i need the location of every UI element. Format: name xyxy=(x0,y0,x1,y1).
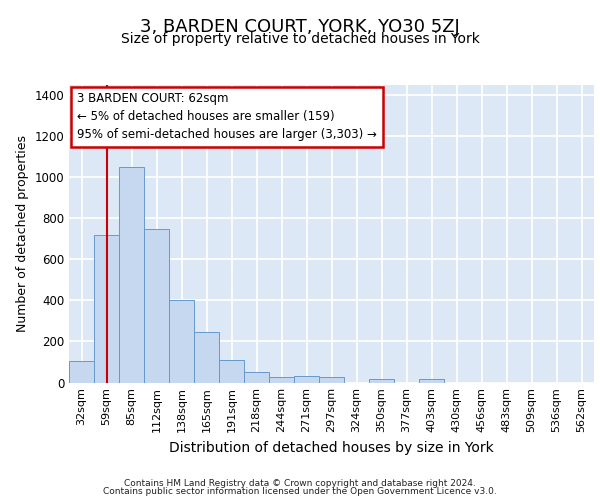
Bar xyxy=(244,372,269,382)
Bar xyxy=(194,332,219,382)
Bar xyxy=(369,380,394,382)
Bar xyxy=(219,360,244,382)
Bar xyxy=(144,228,169,382)
X-axis label: Distribution of detached houses by size in York: Distribution of detached houses by size … xyxy=(169,441,494,455)
Y-axis label: Number of detached properties: Number of detached properties xyxy=(16,135,29,332)
Text: Contains HM Land Registry data © Crown copyright and database right 2024.: Contains HM Land Registry data © Crown c… xyxy=(124,478,476,488)
Bar xyxy=(94,235,119,382)
Bar xyxy=(119,167,144,382)
Text: 3 BARDEN COURT: 62sqm
← 5% of detached houses are smaller (159)
95% of semi-deta: 3 BARDEN COURT: 62sqm ← 5% of detached h… xyxy=(77,92,377,142)
Bar xyxy=(69,361,94,382)
Text: 3, BARDEN COURT, YORK, YO30 5ZJ: 3, BARDEN COURT, YORK, YO30 5ZJ xyxy=(140,18,460,36)
Text: Size of property relative to detached houses in York: Size of property relative to detached ho… xyxy=(121,32,479,46)
Bar xyxy=(419,380,444,382)
Bar xyxy=(269,378,294,382)
Text: Contains public sector information licensed under the Open Government Licence v3: Contains public sector information licen… xyxy=(103,487,497,496)
Bar xyxy=(319,378,344,382)
Bar xyxy=(169,300,194,382)
Bar xyxy=(294,376,319,382)
